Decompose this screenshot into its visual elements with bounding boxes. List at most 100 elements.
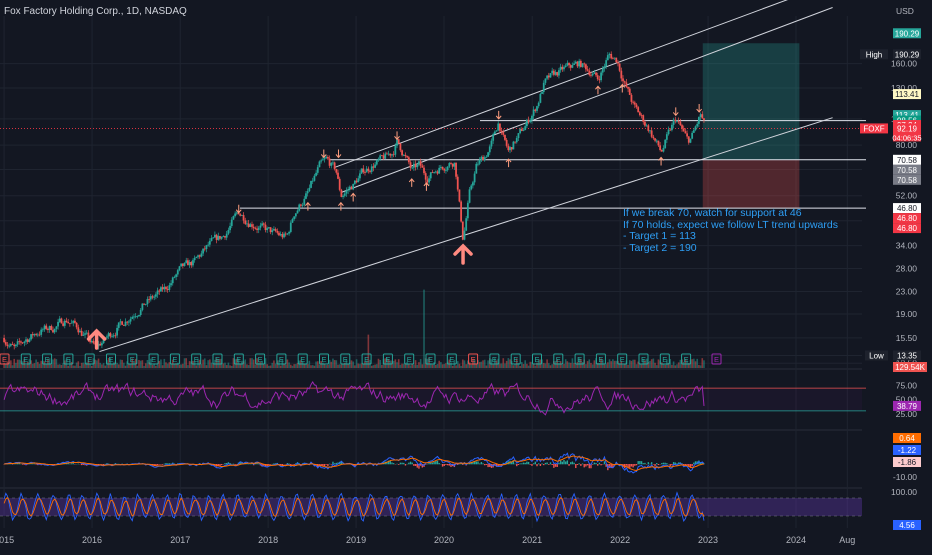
macd-histogram-bar <box>595 463 596 464</box>
macd-histogram-bar <box>405 464 406 466</box>
candle-body <box>602 68 604 72</box>
candle-body <box>528 120 530 122</box>
macd-histogram-bar <box>334 463 335 464</box>
volume-bar <box>74 366 76 368</box>
candle-body <box>184 263 186 266</box>
candle-body <box>84 333 86 334</box>
candle-body <box>239 214 241 215</box>
x-tick-label: 2017 <box>170 535 190 545</box>
candle-body <box>241 215 243 216</box>
candle-body <box>415 164 417 167</box>
candle-body <box>492 134 494 141</box>
candle-body <box>229 226 231 230</box>
candle-body <box>162 287 164 289</box>
candle-body <box>388 154 390 155</box>
candle-body <box>217 236 219 240</box>
candle-body <box>23 342 25 343</box>
macd-histogram-bar <box>444 464 445 466</box>
candle-body <box>143 303 145 304</box>
candle-body <box>509 147 511 150</box>
volume-bar <box>164 359 166 368</box>
candle-body <box>636 105 638 108</box>
candle-body <box>597 75 599 79</box>
volume-bar <box>575 365 577 368</box>
volume-bar <box>182 364 184 368</box>
macd-histogram-bar <box>432 463 433 465</box>
x-tick-label: Aug <box>839 535 855 545</box>
candle-body <box>20 341 22 342</box>
volume-bar <box>440 362 442 368</box>
candle-body <box>512 142 514 150</box>
candle-body <box>352 184 354 189</box>
candle-body <box>474 174 476 183</box>
candle-body <box>511 147 513 149</box>
volume-bar <box>145 363 147 368</box>
volume-bar <box>356 359 358 368</box>
volume-bar <box>12 365 14 368</box>
macd-histogram-bar <box>479 464 480 465</box>
candle-body <box>298 204 300 210</box>
volume-bar <box>121 360 123 368</box>
candle-body <box>516 138 518 142</box>
candle-body <box>8 346 10 347</box>
price-label: 70.58 <box>897 176 918 185</box>
candle-body <box>293 216 295 219</box>
candle-body <box>249 224 251 227</box>
volume-bar <box>32 364 34 368</box>
macd-histogram-bar <box>526 462 527 465</box>
candle-body <box>300 204 302 205</box>
volume-bar <box>104 366 106 368</box>
candle-body <box>469 189 471 202</box>
candle-body <box>593 72 595 74</box>
volume-bar <box>651 359 653 368</box>
macd-histogram-bar <box>636 464 637 465</box>
macd-histogram-bar <box>437 461 438 465</box>
volume-bar <box>588 359 590 368</box>
candle-body <box>364 172 366 173</box>
candle-body <box>312 181 314 182</box>
candle-body <box>572 65 574 68</box>
candle-body <box>123 325 125 326</box>
candle-body <box>391 154 393 155</box>
volume-bar <box>128 364 130 368</box>
macd-histogram-bar <box>169 463 170 464</box>
macd-histogram-bar <box>580 464 581 466</box>
x-tick-label: 2018 <box>258 535 278 545</box>
volume-bar <box>422 364 424 368</box>
y-tick-label: 23.00 <box>896 287 918 297</box>
macd-histogram-bar <box>293 464 294 465</box>
volume-bar <box>502 358 504 368</box>
macd-histogram-bar <box>403 463 404 464</box>
macd-histogram-bar <box>400 463 401 465</box>
macd-histogram-bar <box>516 464 517 466</box>
pivot-arrow-up-icon <box>409 179 414 187</box>
candle-body <box>529 120 531 122</box>
candle-body <box>610 54 612 58</box>
candle-body <box>270 227 272 232</box>
volume-bar <box>393 361 395 368</box>
candle-body <box>464 231 466 240</box>
candle-body <box>504 135 506 140</box>
candle-body <box>450 163 452 164</box>
price-label: 70.58 <box>897 156 918 165</box>
candle-body <box>86 333 88 334</box>
candle-body <box>629 89 631 95</box>
candle-body <box>140 310 142 315</box>
candle-body <box>209 241 211 245</box>
candle-body <box>59 319 61 322</box>
volume-bar <box>376 364 378 368</box>
candle-body <box>190 262 192 265</box>
candle-body <box>563 67 565 69</box>
volume-bar <box>664 365 666 368</box>
earnings-icon: E <box>492 355 497 364</box>
candle-body <box>131 317 133 319</box>
candle-body <box>691 133 693 139</box>
macd-histogram-bar <box>573 463 574 465</box>
volume-bar <box>403 364 405 368</box>
macd-histogram-bar <box>523 463 524 465</box>
pivot-arrow-up-icon <box>338 203 343 211</box>
candle-body <box>126 322 128 323</box>
price-label: 46.80 <box>897 214 918 223</box>
